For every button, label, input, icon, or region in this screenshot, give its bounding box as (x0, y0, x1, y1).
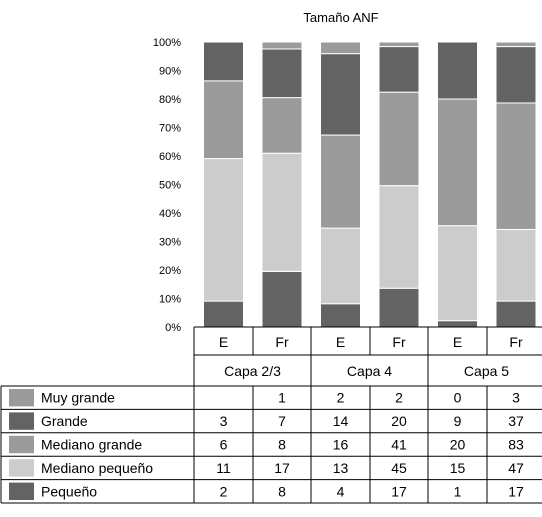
bar-segment (261, 41, 303, 50)
data-value: 3 (220, 413, 228, 429)
y-tick-label: 80% (159, 94, 181, 106)
bar-segment (378, 185, 420, 289)
bar-segment (320, 41, 361, 55)
category-label: Fr (392, 334, 406, 350)
bar-segment (437, 98, 478, 227)
y-tick-label: 90% (159, 66, 181, 78)
data-value: 1 (454, 483, 462, 499)
data-value: 9 (454, 413, 462, 429)
data-value: 14 (333, 413, 349, 429)
bar-segment (203, 300, 244, 328)
data-value: 11 (216, 460, 231, 476)
bar-segment (320, 227, 361, 305)
y-tick-label: 40% (159, 208, 181, 220)
bar-segment (261, 48, 303, 99)
data-value: 41 (391, 437, 407, 453)
data-value: 8 (278, 437, 286, 453)
bar-segment (261, 97, 303, 154)
bar-segment (437, 320, 478, 328)
category-label: Fr (275, 334, 289, 350)
y-tick-label: 30% (159, 237, 181, 249)
y-tick-label: 100% (153, 37, 181, 49)
data-value: 37 (508, 413, 524, 429)
bar-segment (495, 228, 537, 302)
category-label: E (219, 334, 228, 350)
category-label: E (453, 334, 462, 350)
bar-segment (378, 46, 420, 93)
legend-label: Muy grande (41, 390, 115, 406)
bar-segment (261, 270, 303, 328)
data-value: 4 (337, 483, 345, 499)
data-value: 20 (391, 413, 407, 429)
category-label: E (336, 334, 345, 350)
bar-segment (495, 46, 537, 104)
bar-segment (437, 225, 478, 322)
data-value: 7 (278, 413, 286, 429)
bar-segment (378, 41, 420, 48)
legend-swatch (9, 459, 34, 477)
bar-segment (495, 41, 537, 48)
legend-label: Pequeño (41, 483, 97, 499)
chart-title: Tamaño ANF (303, 10, 378, 25)
data-value: 0 (454, 390, 462, 406)
bar-segment (495, 102, 537, 230)
data-value: 47 (508, 460, 524, 476)
data-value: 8 (278, 483, 286, 499)
data-table: E Fr E Fr E Fr Capa 2/3 Capa 4 Capa 5 Muy grande 1… (0, 326, 542, 504)
data-value: 17 (274, 460, 290, 476)
bar-segment (437, 41, 478, 100)
data-value: 20 (450, 437, 466, 453)
y-tick-label: 0% (165, 322, 181, 334)
y-tick-label: 50% (159, 180, 181, 192)
group-label: Capa 5 (464, 363, 509, 379)
y-axis: 0% 10% 20% 30% 40% 50% 60% 70% 80% 90% 100% (153, 37, 181, 334)
legend-label: Grande (41, 413, 88, 429)
bar-segment (203, 41, 244, 82)
bar-segment (320, 303, 361, 328)
legend-label: Mediano pequeño (41, 460, 153, 476)
bars (203, 41, 537, 328)
data-value: 17 (391, 483, 407, 499)
y-tick-label: 20% (159, 265, 181, 277)
data-value: 13 (333, 460, 349, 476)
bar-segment (378, 91, 420, 187)
group-label: Capa 2/3 (224, 363, 281, 379)
data-value: 3 (512, 390, 520, 406)
legend-label: Mediano grande (41, 437, 142, 453)
data-value: 45 (391, 460, 407, 476)
group-label: Capa 4 (347, 363, 392, 379)
y-tick-label: 70% (159, 123, 181, 135)
data-value: 2 (220, 483, 228, 499)
bar-segment (378, 287, 420, 328)
data-value: 17 (508, 483, 524, 499)
legend-swatch (9, 435, 34, 454)
data-value: 2 (395, 390, 403, 406)
bar-segment (495, 300, 537, 328)
category-label: Fr (509, 334, 523, 350)
data-value: 15 (450, 460, 466, 476)
data-value: 83 (508, 437, 524, 453)
bar-segment (203, 158, 244, 302)
legend-swatch (9, 389, 34, 407)
data-value: 2 (337, 390, 345, 406)
legend-swatch (9, 412, 34, 430)
legend-swatch (9, 482, 34, 500)
y-tick-label: 60% (159, 151, 181, 163)
bar-segment (320, 134, 361, 229)
bar-segment (203, 80, 244, 160)
data-value: 6 (220, 437, 228, 453)
bar-segment (320, 53, 361, 136)
data-value: 16 (333, 437, 349, 453)
bar-segment (261, 152, 303, 272)
y-tick-label: 10% (159, 294, 181, 306)
data-value: 1 (278, 390, 286, 406)
